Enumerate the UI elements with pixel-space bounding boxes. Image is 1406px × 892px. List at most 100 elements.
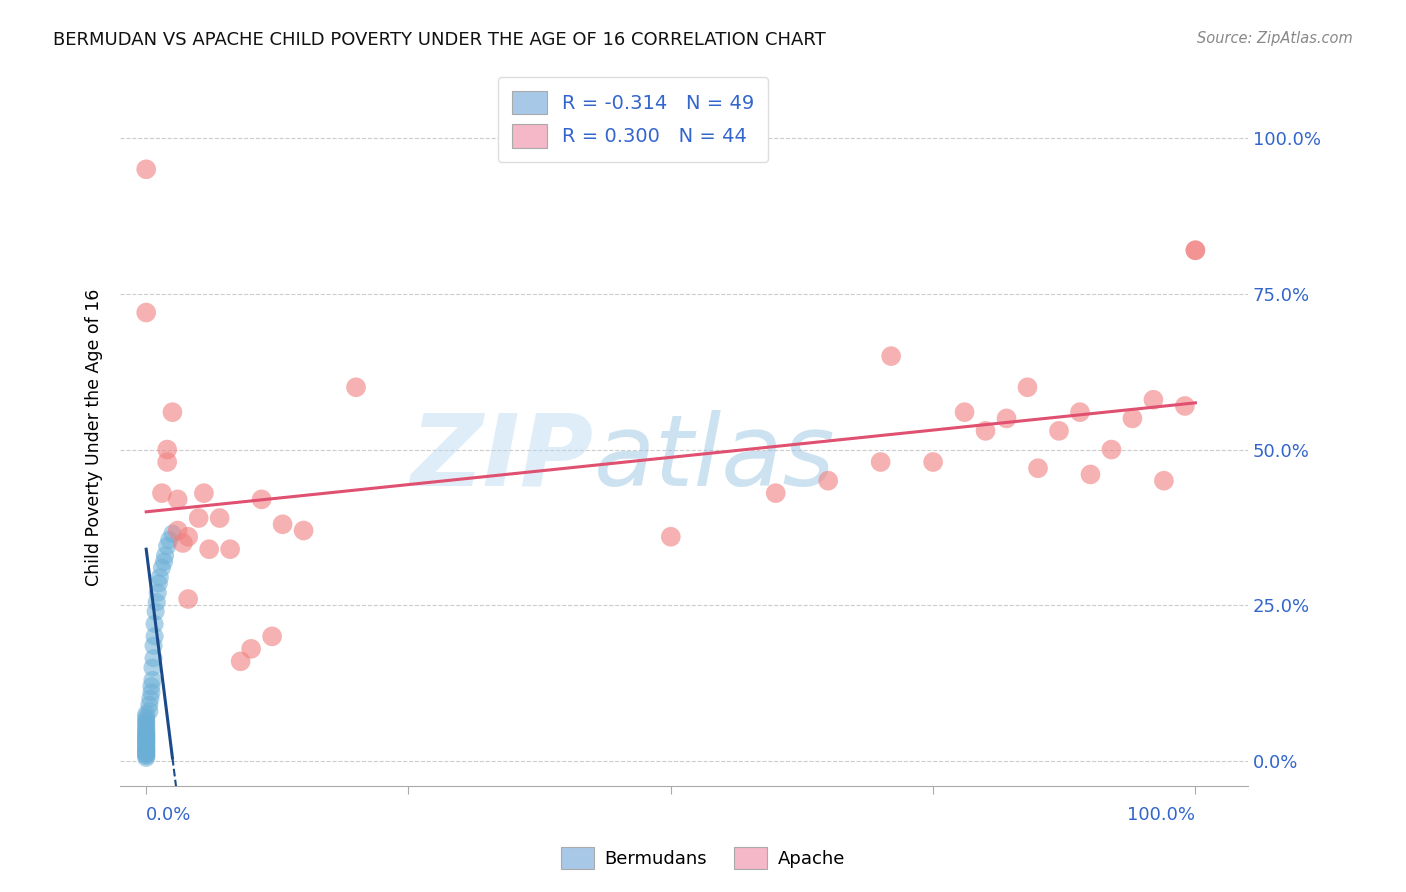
- Point: [157, 533, 180, 547]
- Point: [135, 743, 157, 757]
- Point: [150, 486, 173, 500]
- Point: [138, 704, 160, 718]
- Point: [135, 731, 157, 745]
- Point: [271, 517, 294, 532]
- Point: [177, 530, 200, 544]
- Point: [995, 411, 1018, 425]
- Point: [172, 536, 194, 550]
- Point: [145, 595, 167, 609]
- Point: [135, 162, 157, 177]
- Point: [292, 524, 315, 538]
- Point: [250, 492, 273, 507]
- Point: [1184, 244, 1206, 258]
- Point: [135, 724, 157, 739]
- Point: [135, 732, 157, 747]
- Text: 0.0%: 0.0%: [146, 805, 191, 824]
- Point: [135, 723, 157, 737]
- Point: [219, 542, 242, 557]
- Point: [135, 718, 157, 732]
- Point: [974, 424, 997, 438]
- Point: [135, 751, 157, 765]
- Point: [143, 629, 166, 643]
- Point: [1153, 474, 1175, 488]
- Point: [135, 741, 157, 756]
- Point: [135, 729, 157, 743]
- Point: [198, 542, 221, 557]
- Point: [135, 737, 157, 751]
- Point: [139, 691, 162, 706]
- Text: Source: ZipAtlas.com: Source: ZipAtlas.com: [1197, 31, 1353, 46]
- Point: [145, 605, 167, 619]
- Y-axis label: Child Poverty Under the Age of 16: Child Poverty Under the Age of 16: [86, 288, 103, 586]
- Point: [153, 555, 176, 569]
- Point: [135, 747, 157, 762]
- Point: [344, 380, 367, 394]
- Point: [135, 726, 157, 740]
- Point: [142, 651, 165, 665]
- Point: [162, 526, 184, 541]
- Point: [1142, 392, 1164, 407]
- Point: [135, 739, 157, 753]
- Point: [135, 740, 157, 755]
- Point: [765, 486, 787, 500]
- Point: [240, 641, 263, 656]
- Legend: R = -0.314   N = 49, R = 0.300   N = 44: R = -0.314 N = 49, R = 0.300 N = 44: [498, 77, 768, 161]
- Text: atlas: atlas: [593, 409, 835, 507]
- Point: [1184, 244, 1206, 258]
- Point: [146, 586, 169, 600]
- Point: [953, 405, 976, 419]
- Point: [166, 524, 188, 538]
- Point: [1080, 467, 1102, 482]
- Point: [141, 660, 163, 674]
- Point: [138, 698, 160, 712]
- Point: [153, 549, 176, 563]
- Point: [1017, 380, 1039, 394]
- Point: [1101, 442, 1123, 457]
- Point: [141, 685, 163, 699]
- Point: [659, 530, 682, 544]
- Point: [135, 748, 157, 763]
- Point: [135, 734, 157, 748]
- Point: [162, 405, 184, 419]
- Point: [262, 629, 284, 643]
- Point: [135, 745, 157, 759]
- Point: [135, 305, 157, 319]
- Point: [166, 492, 188, 507]
- Point: [135, 720, 157, 734]
- Point: [150, 561, 173, 575]
- Point: [143, 616, 166, 631]
- Point: [187, 511, 209, 525]
- Point: [135, 710, 157, 724]
- Point: [135, 714, 157, 728]
- Point: [135, 728, 157, 742]
- Point: [135, 744, 157, 758]
- Point: [156, 455, 179, 469]
- Point: [817, 474, 839, 488]
- Point: [208, 511, 231, 525]
- Point: [1121, 411, 1143, 425]
- Point: [135, 735, 157, 749]
- Point: [229, 654, 252, 668]
- Point: [149, 570, 172, 584]
- Point: [922, 455, 945, 469]
- Point: [177, 592, 200, 607]
- Point: [869, 455, 891, 469]
- Point: [135, 747, 157, 761]
- Point: [142, 639, 165, 653]
- Text: ZIP: ZIP: [411, 409, 593, 507]
- Point: [141, 673, 163, 687]
- Point: [148, 576, 170, 591]
- Point: [1174, 399, 1197, 413]
- Point: [193, 486, 215, 500]
- Point: [135, 707, 157, 722]
- Point: [135, 715, 157, 730]
- Point: [880, 349, 903, 363]
- Point: [156, 442, 179, 457]
- Point: [1069, 405, 1091, 419]
- Point: [1026, 461, 1049, 475]
- Point: [141, 679, 163, 693]
- Point: [135, 731, 157, 746]
- Point: [1047, 424, 1070, 438]
- Text: BERMUDAN VS APACHE CHILD POVERTY UNDER THE AGE OF 16 CORRELATION CHART: BERMUDAN VS APACHE CHILD POVERTY UNDER T…: [53, 31, 827, 49]
- Legend: Bermudans, Apache: Bermudans, Apache: [554, 839, 852, 876]
